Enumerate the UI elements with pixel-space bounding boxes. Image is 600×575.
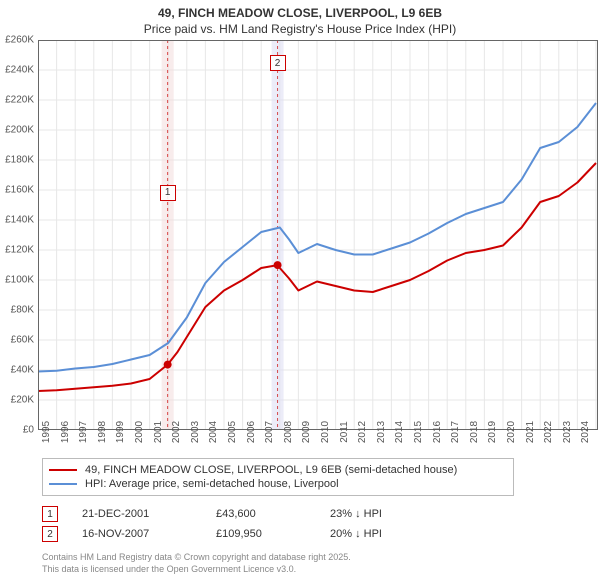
y-axis-label: £140K bbox=[5, 215, 34, 226]
credits: Contains HM Land Registry data © Crown c… bbox=[42, 552, 600, 575]
y-axis-label: £260K bbox=[5, 35, 34, 46]
x-axis-label: 1998 bbox=[97, 421, 108, 443]
sale-marker-badge: 2 bbox=[270, 55, 286, 71]
x-axis-label: 2019 bbox=[487, 421, 498, 443]
x-axis-label: 1995 bbox=[41, 421, 52, 443]
marker-price: £109,950 bbox=[216, 528, 306, 540]
legend-label: 49, FINCH MEADOW CLOSE, LIVERPOOL, L9 6E… bbox=[85, 464, 457, 476]
x-axis-label: 2011 bbox=[339, 421, 350, 443]
x-axis-label: 1997 bbox=[78, 421, 89, 443]
x-axis-label: 2010 bbox=[320, 421, 331, 443]
marker-date: 16-NOV-2007 bbox=[82, 528, 192, 540]
y-axis-label: £160K bbox=[5, 185, 34, 196]
y-axis-label: £20K bbox=[11, 395, 34, 406]
y-axis-label: £60K bbox=[11, 335, 34, 346]
legend-row: HPI: Average price, semi-detached house,… bbox=[49, 477, 507, 491]
marker-price: £43,600 bbox=[216, 508, 306, 520]
chart-titles: 49, FINCH MEADOW CLOSE, LIVERPOOL, L9 6E… bbox=[0, 0, 600, 36]
markers-table: 1 21-DEC-2001 £43,600 23% ↓ HPI 2 16-NOV… bbox=[42, 504, 600, 544]
x-axis-label: 2015 bbox=[413, 421, 424, 443]
x-axis-label: 2021 bbox=[525, 421, 536, 443]
marker-row: 1 21-DEC-2001 £43,600 23% ↓ HPI bbox=[42, 504, 600, 524]
x-axis-label: 2008 bbox=[283, 421, 294, 443]
credits-line2: This data is licensed under the Open Gov… bbox=[42, 564, 600, 575]
y-axis-label: £40K bbox=[11, 365, 34, 376]
y-axis-label: £240K bbox=[5, 65, 34, 76]
legend-swatch bbox=[49, 483, 77, 485]
x-axis-label: 2002 bbox=[171, 421, 182, 443]
title-line1: 49, FINCH MEADOW CLOSE, LIVERPOOL, L9 6E… bbox=[0, 6, 600, 20]
x-axis-label: 2004 bbox=[208, 421, 219, 443]
y-axis-label: £200K bbox=[5, 125, 34, 136]
x-axis-label: 2014 bbox=[394, 421, 405, 443]
sale-marker-badge: 1 bbox=[160, 185, 176, 201]
x-axis-label: 2023 bbox=[562, 421, 573, 443]
legend: 49, FINCH MEADOW CLOSE, LIVERPOOL, L9 6E… bbox=[42, 458, 514, 496]
x-axis-label: 2005 bbox=[227, 421, 238, 443]
x-axis-label: 2007 bbox=[264, 421, 275, 443]
x-axis-label: 1999 bbox=[115, 421, 126, 443]
marker-badge: 1 bbox=[42, 506, 58, 522]
x-axis-label: 2006 bbox=[246, 421, 257, 443]
credits-line1: Contains HM Land Registry data © Crown c… bbox=[42, 552, 600, 564]
title-line2: Price paid vs. HM Land Registry's House … bbox=[0, 22, 600, 36]
marker-badge: 2 bbox=[42, 526, 58, 542]
marker-hpi: 23% ↓ HPI bbox=[330, 508, 440, 520]
y-axis-label: £0 bbox=[23, 425, 34, 436]
x-axis-label: 2012 bbox=[357, 421, 368, 443]
marker-date: 21-DEC-2001 bbox=[82, 508, 192, 520]
y-axis-label: £100K bbox=[5, 275, 34, 286]
legend-swatch bbox=[49, 469, 77, 471]
x-axis-label: 2024 bbox=[580, 421, 591, 443]
legend-row: 49, FINCH MEADOW CLOSE, LIVERPOOL, L9 6E… bbox=[49, 463, 507, 477]
y-axis-label: £120K bbox=[5, 245, 34, 256]
x-axis-label: 2018 bbox=[469, 421, 480, 443]
x-axis-label: 2009 bbox=[301, 421, 312, 443]
x-axis-label: 2017 bbox=[450, 421, 461, 443]
y-axis-label: £220K bbox=[5, 95, 34, 106]
x-axis-label: 2020 bbox=[506, 421, 517, 443]
marker-row: 2 16-NOV-2007 £109,950 20% ↓ HPI bbox=[42, 524, 600, 544]
legend-label: HPI: Average price, semi-detached house,… bbox=[85, 478, 339, 490]
x-axis-label: 2016 bbox=[432, 421, 443, 443]
chart-area: £0£20K£40K£60K£80K£100K£120K£140K£160K£1… bbox=[38, 40, 598, 430]
x-axis-label: 2013 bbox=[376, 421, 387, 443]
x-axis-label: 2022 bbox=[543, 421, 554, 443]
marker-hpi: 20% ↓ HPI bbox=[330, 528, 440, 540]
y-axis-label: £80K bbox=[11, 305, 34, 316]
x-axis-label: 2001 bbox=[153, 421, 164, 443]
x-axis-label: 1996 bbox=[60, 421, 71, 443]
x-axis-label: 2000 bbox=[134, 421, 145, 443]
x-axis-label: 2003 bbox=[190, 421, 201, 443]
y-axis-label: £180K bbox=[5, 155, 34, 166]
chart-svg bbox=[38, 40, 598, 430]
